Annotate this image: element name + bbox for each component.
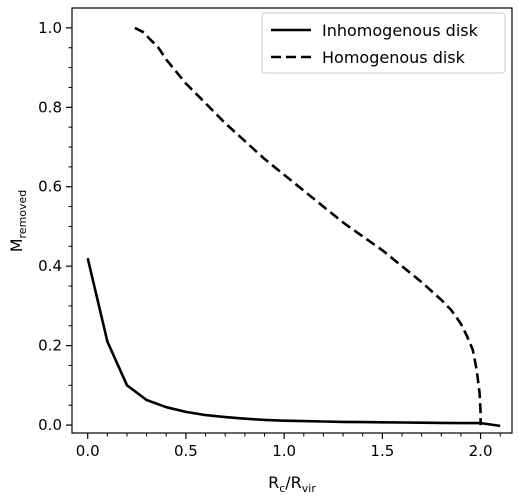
- plot-frame: [71, 7, 513, 434]
- y-tick-label: 1.0: [38, 19, 62, 37]
- x-tick-label: 2.0: [469, 442, 493, 460]
- series-line-inhomogenous: [86, 257, 501, 428]
- x-axis-label-sub1: c: [279, 482, 285, 495]
- legend-label-homogenous: Homogenous disk: [322, 48, 466, 67]
- x-tick-label: 0.0: [76, 442, 100, 460]
- y-tick-label: 0.6: [38, 178, 62, 196]
- y-tick-label: 0.0: [38, 416, 62, 434]
- y-axis-label: Mremoved: [7, 190, 29, 253]
- x-axis-label: Rc/Rvir: [268, 473, 316, 495]
- y-axis-label-sub: removed: [16, 190, 29, 239]
- x-tick-label: 1.0: [272, 442, 296, 460]
- x-axis-label-main: R: [268, 473, 279, 492]
- legend-box: [261, 12, 506, 74]
- x-axis-label-sub2: vir: [302, 482, 317, 495]
- y-axis-label-main: M: [7, 238, 26, 252]
- x-axis-label-sep: /R: [285, 473, 302, 492]
- y-axis-ticks: 0.0 0.2 0.4 0.6 0.8 1.0: [38, 19, 72, 434]
- y-tick-label: 0.2: [38, 337, 62, 355]
- series-lines: [86, 26, 501, 428]
- series-line-homogenous: [134, 26, 482, 426]
- legend-label-inhomogenous: Inhomogenous disk: [322, 21, 479, 40]
- y-tick-label: 0.8: [38, 98, 62, 116]
- x-axis-ticks: 0.0 0.5 1.0 1.5 2.0: [76, 433, 501, 460]
- x-tick-label: 1.5: [370, 442, 394, 460]
- y-tick-label: 0.4: [38, 257, 62, 275]
- x-tick-label: 0.5: [174, 442, 198, 460]
- legend: Inhomogenous disk Homogenous disk: [261, 12, 506, 74]
